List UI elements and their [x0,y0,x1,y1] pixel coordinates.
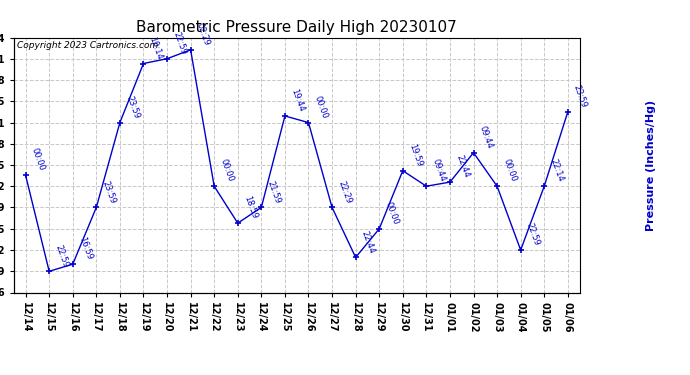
Text: 02:29: 02:29 [195,22,211,47]
Text: 23:59: 23:59 [101,179,117,205]
Text: 22:29: 22:29 [336,179,353,205]
Text: 23:59: 23:59 [572,84,589,109]
Text: 16:59: 16:59 [77,236,94,261]
Text: 22:59: 22:59 [525,222,542,247]
Text: 22:59: 22:59 [171,30,188,56]
Text: Copyright 2023 Cartronics.com: Copyright 2023 Cartronics.com [17,41,158,50]
Y-axis label: Pressure (Inches/Hg): Pressure (Inches/Hg) [647,99,656,231]
Text: 00:00: 00:00 [313,94,329,120]
Text: 21:59: 21:59 [266,179,282,205]
Text: 22:44: 22:44 [454,154,471,179]
Text: 22:44: 22:44 [359,229,376,255]
Text: 19:59: 19:59 [407,142,424,168]
Text: 23:59: 23:59 [124,94,141,120]
Text: 09:44: 09:44 [477,124,494,150]
Text: 00:00: 00:00 [384,201,400,226]
Text: 19:44: 19:44 [289,88,306,113]
Text: 22:14: 22:14 [549,158,565,183]
Text: 00:00: 00:00 [501,158,518,183]
Text: 10:14: 10:14 [148,35,164,61]
Title: Barometric Pressure Daily High 20230107: Barometric Pressure Daily High 20230107 [137,20,457,35]
Text: 22:59: 22:59 [53,243,70,268]
Text: 00:00: 00:00 [30,147,46,172]
Text: 00:00: 00:00 [218,158,235,183]
Text: 18:59: 18:59 [242,195,259,220]
Text: 09:44: 09:44 [431,158,447,183]
